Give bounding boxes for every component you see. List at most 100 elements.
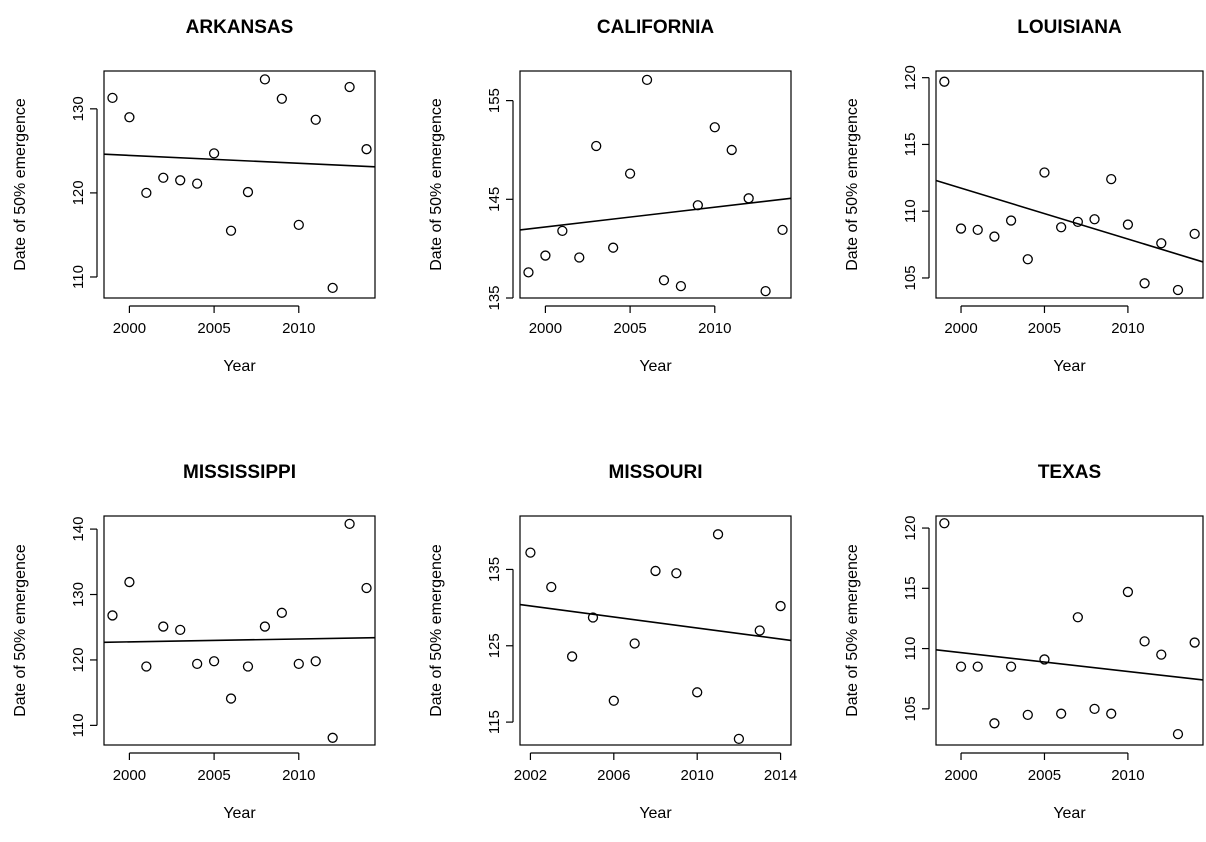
data-point (671, 568, 682, 579)
panel-louisiana: LOUISIANA 2000 2005 2010 105 110 115 120 Year Dat… (844, 17, 1204, 375)
data-point (276, 607, 287, 618)
trend-line (935, 648, 1204, 681)
data-point (1156, 238, 1167, 249)
data-point (760, 285, 771, 297)
data-point (310, 114, 321, 125)
data-point (1156, 649, 1167, 660)
data-point (955, 661, 967, 672)
x-axis-label: Year (1053, 358, 1086, 375)
y-tick-label: 110 (902, 199, 919, 223)
data-point (1139, 278, 1150, 289)
data-point (344, 518, 355, 530)
data-point (1122, 586, 1134, 598)
data-point (242, 186, 254, 198)
y-tick-label: 105 (902, 265, 919, 290)
data-point (1039, 654, 1050, 665)
x-tick-label: 2005 (1028, 320, 1061, 337)
data-point (1139, 636, 1150, 647)
data-point (709, 122, 720, 133)
x-tick-label: 2002 (514, 767, 547, 784)
data-point (989, 231, 1000, 242)
data-point (361, 144, 372, 155)
data-point (192, 178, 203, 189)
data-point (361, 582, 372, 594)
data-point (1089, 214, 1100, 225)
panel-california: CALIFORNIA 2000 2005 2010 135 145 155 Year Date … (428, 17, 792, 375)
plot-frame (103, 515, 376, 746)
data-point (1106, 174, 1117, 185)
y-tick-label: 110 (70, 265, 87, 289)
data-point (107, 610, 118, 621)
data-point (557, 225, 568, 237)
data-point (743, 193, 754, 204)
plot-frame (519, 515, 792, 746)
data-point (1056, 222, 1067, 233)
panel-title: CALIFORNIA (597, 17, 714, 38)
y-tick-label: 130 (70, 582, 87, 607)
data-point (259, 621, 271, 632)
x-axis-label: Year (223, 358, 256, 375)
data-point (175, 175, 186, 186)
data-point (1106, 708, 1117, 719)
y-tick-label: 120 (70, 647, 87, 672)
data-point (1122, 219, 1134, 230)
data-point (175, 624, 186, 635)
data-point (1072, 216, 1083, 228)
data-point (989, 718, 1000, 729)
plot-frame (103, 70, 376, 299)
data-point (733, 733, 745, 745)
x-tick-label: 2005 (197, 767, 230, 784)
data-point (124, 112, 135, 123)
y-tick-label: 120 (902, 516, 919, 541)
data-point (225, 693, 237, 704)
y-axis-label: Date of 50% emergence (12, 98, 29, 271)
data-point (754, 625, 765, 636)
y-axis-label: Date of 50% emergence (428, 98, 445, 271)
data-point (726, 144, 737, 156)
data-point (939, 518, 950, 529)
data-point (344, 81, 355, 93)
y-tick-label: 105 (902, 696, 919, 721)
panel-mississippi: MISSISSIPPI 2000 2005 2010 110 120 130 140 Year D… (12, 462, 376, 822)
data-point (972, 661, 983, 672)
x-tick-label: 2000 (944, 320, 977, 337)
data-point (712, 529, 724, 540)
data-point (242, 661, 254, 672)
data-point (587, 612, 599, 623)
panel-texas: TEXAS 2000 2005 2010 105 110 115 120 Year Date of… (844, 462, 1204, 822)
y-tick-label: 155 (486, 88, 503, 113)
data-point (608, 695, 619, 706)
data-point (124, 576, 135, 588)
data-point (1072, 612, 1083, 623)
data-point (650, 565, 661, 577)
x-tick-label: 2000 (113, 320, 146, 337)
y-tick-label: 135 (486, 285, 503, 310)
data-point (692, 687, 703, 698)
y-axis-label: Date of 50% emergence (844, 544, 861, 717)
data-point (293, 658, 304, 670)
y-tick-label: 110 (70, 713, 87, 737)
x-axis-label: Year (639, 358, 672, 375)
data-point (1172, 729, 1184, 740)
data-point (107, 92, 118, 104)
data-point (141, 187, 152, 199)
data-point (658, 275, 670, 286)
y-tick-label: 135 (486, 557, 503, 582)
data-point (608, 242, 619, 253)
y-tick-label: 120 (70, 180, 87, 205)
data-point (1089, 703, 1100, 714)
trend-line (519, 603, 792, 642)
panel-arkansas: ARKANSAS 2000 2005 2010 110 120 130 Year Date of… (12, 17, 376, 375)
data-point (1172, 284, 1184, 296)
data-point (192, 658, 203, 670)
x-axis-label: Year (1053, 805, 1086, 822)
data-point (1189, 637, 1200, 648)
y-tick-label: 110 (902, 637, 919, 661)
data-point (208, 656, 220, 667)
y-axis-label: Date of 50% emergence (844, 98, 861, 271)
x-tick-label: 2005 (613, 320, 646, 337)
panel-missouri: MISSOURI 2002 2006 2010 2014 115 125 135 Year Dat… (428, 462, 797, 822)
data-point (629, 638, 640, 649)
data-point (777, 224, 788, 236)
data-point (591, 140, 602, 152)
